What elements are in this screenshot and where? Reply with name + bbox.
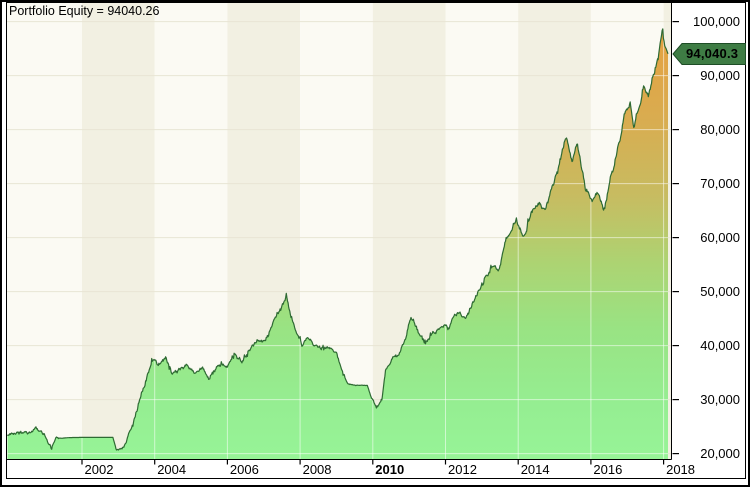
last-value-flag-label: 94,040.3	[686, 46, 739, 61]
y-axis-ticks	[672, 21, 679, 455]
last-value-flag	[672, 43, 746, 65]
plot-area	[7, 3, 672, 460]
equity-line	[7, 28, 669, 451]
inner-frame	[6, 2, 746, 479]
x-axis-ticks	[81, 460, 665, 465]
chart-title-label: Portfolio Equity = 94040.26	[9, 4, 160, 18]
equity-area-fill	[7, 28, 668, 460]
